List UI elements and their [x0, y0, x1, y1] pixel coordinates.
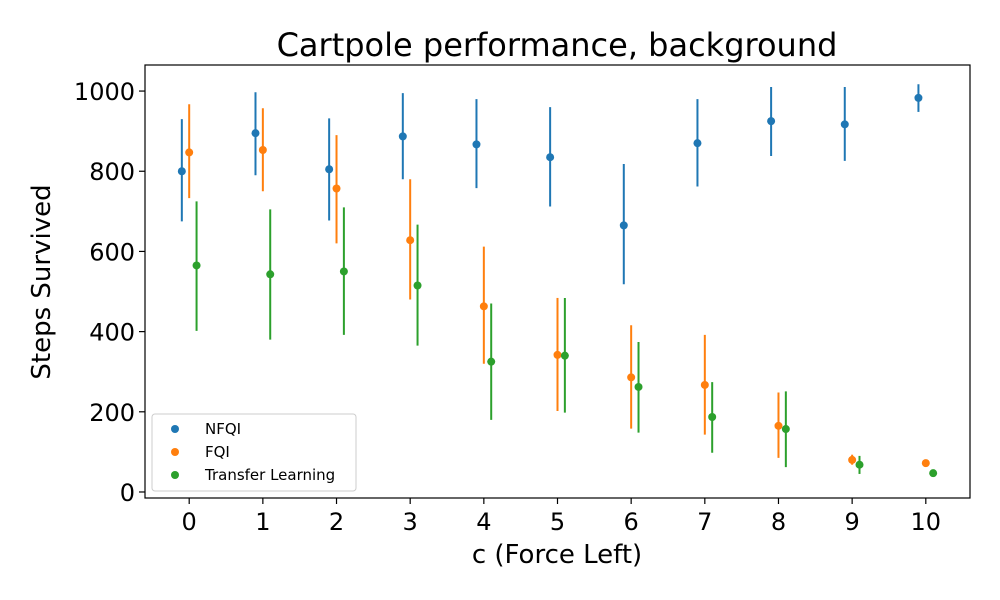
nfqi-point [619, 221, 628, 230]
legend: NFQI FQI Transfer Learning [151, 413, 357, 492]
nfqi-point [693, 139, 702, 148]
fqi-point [332, 184, 341, 193]
transfer-learning-point [929, 469, 938, 478]
fqi-legend-label: FQI [205, 443, 230, 461]
x-tick-label: 7 [697, 508, 712, 536]
x-axis-ticks: 0 1 2 3 4 5 6 7 8 9 10 [182, 498, 942, 536]
chart-title: Cartpole performance, background [277, 26, 838, 64]
nfqi-point [472, 140, 481, 149]
y-tick-label: 1000 [74, 78, 135, 106]
nfqi-point [398, 132, 407, 141]
transfer-learning-point [560, 351, 569, 360]
fqi-point [627, 373, 636, 382]
nfqi-point [767, 117, 776, 126]
transfer-learning-point [634, 382, 643, 391]
y-tick-label: 800 [89, 158, 135, 186]
transfer-learning-point [708, 413, 717, 422]
transfer-learning-legend-marker [171, 471, 179, 479]
nfqi-point [251, 129, 260, 138]
y-tick-label: 400 [89, 319, 135, 347]
nfqi-point [177, 167, 186, 176]
fqi-point [258, 145, 267, 154]
x-tick-label: 6 [624, 508, 639, 536]
fqi-point [700, 380, 709, 389]
nfqi-point [546, 153, 555, 162]
y-tick-label: 200 [89, 399, 135, 427]
y-axis-label: Steps Survived [27, 184, 57, 379]
x-tick-label: 9 [845, 508, 860, 536]
nfqi-point [325, 165, 334, 174]
x-tick-label: 1 [255, 508, 270, 536]
transfer-learning-point [781, 425, 790, 434]
nfqi-point [840, 120, 849, 129]
fqi-point [185, 148, 194, 157]
fqi-point [406, 236, 415, 245]
transfer-learning-point [339, 267, 348, 276]
nfqi-legend-label: NFQI [205, 420, 241, 438]
fqi-legend-marker [171, 448, 179, 456]
x-tick-label: 8 [771, 508, 786, 536]
x-tick-label: 3 [403, 508, 418, 536]
transfer-learning-point [413, 281, 422, 290]
transfer-learning-point [266, 270, 275, 279]
nfqi-point [914, 93, 923, 102]
fqi-point [479, 302, 488, 311]
x-tick-label: 10 [911, 508, 942, 536]
fqi-point [774, 421, 783, 430]
y-tick-label: 0 [120, 479, 135, 507]
fqi-point [921, 459, 930, 468]
x-tick-label: 5 [550, 508, 565, 536]
x-tick-label: 4 [476, 508, 491, 536]
x-axis-label: c (Force Left) [472, 540, 642, 570]
y-axis-ticks: 0 200 400 600 800 1000 [74, 78, 145, 507]
x-tick-label: 0 [182, 508, 197, 536]
transfer-learning-legend-label: Transfer Learning [204, 466, 335, 484]
fqi-point [553, 350, 562, 359]
x-tick-label: 2 [329, 508, 344, 536]
fqi-point [848, 455, 857, 464]
nfqi-legend-marker [171, 425, 179, 433]
data-marks [177, 84, 938, 478]
transfer-learning-point [487, 357, 496, 366]
legend-box [151, 413, 357, 492]
y-tick-label: 600 [89, 238, 135, 266]
transfer-learning-point [192, 261, 201, 270]
transfer-learning-point [855, 460, 864, 469]
